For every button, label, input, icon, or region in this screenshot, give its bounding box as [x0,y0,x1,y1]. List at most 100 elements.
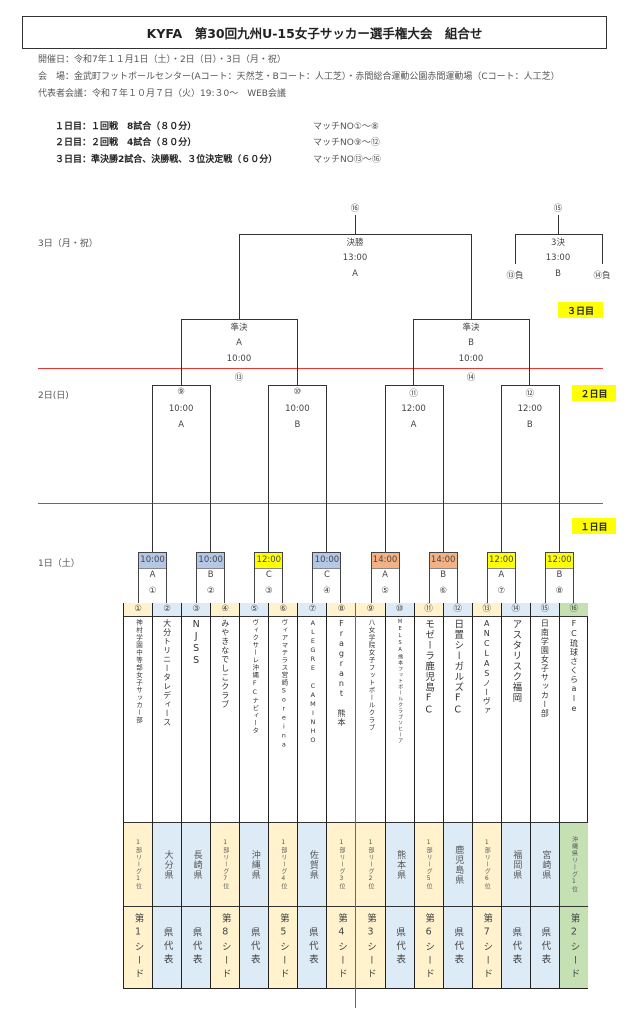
round1-match-no: ⑧ [555,586,564,596]
team-number: ⑧ [327,603,356,616]
team-number: ⑫ [443,603,472,616]
bracket-line [558,215,559,234]
team-number: ⑤ [240,603,269,616]
team-seed: 県代表 [306,927,318,968]
team-seed: 第2シード [568,913,580,982]
team-qualification-cell: 1部リーグ6位 [472,823,501,906]
team-qualification-cell: 1部リーグ4位 [269,823,298,906]
team-seed-cell: 第4シード [327,907,356,988]
team-name-cell: みやきなでしこクラブ [211,619,239,823]
team-qualification-cell: 1部リーグ7位 [211,823,240,906]
bracket-line [268,385,270,552]
round2-court: A [178,420,185,430]
third-place-right: ⑭負 [593,271,611,281]
team-qualification-cell: 鹿児島県 [443,823,472,906]
team-qualification: 沖縄県 [249,849,260,880]
team-seed: 第4シード [335,913,347,982]
team-number: ⑩ [385,603,414,616]
team-column: ② 大分トリニータレディース 大分県 県代表 [152,603,182,989]
round1-match-no: ④ [323,586,331,596]
bracket-line [181,319,297,320]
team-qualification-cell: 佐賀県 [298,823,327,906]
team-qualification: 1部リーグ7位 [221,839,229,890]
round1-match-no: ⑥ [439,586,447,596]
team-seed-cell: 県代表 [443,907,472,988]
team-qualification-cell: 沖縄県リーグ1位 [559,823,588,906]
team-name: ANCLASノーヴァ [482,619,492,715]
final-name: 決勝 [346,238,364,248]
semifinal-name: 準決 [230,323,248,333]
day-divider-line [38,503,603,504]
team-name-cell: Fragrant 熊本 [327,619,355,823]
round2-court: A [410,420,417,430]
team-number: ② [153,603,182,616]
round1-time: 10:00 [197,553,225,569]
team-name-cell: 大分トリニータレディース [153,619,181,823]
team-column: ⑩ MELSA熊本フットボールクラブソヒーア 熊本県 県代表 [384,603,414,989]
team-seed: 第8シード [219,913,231,982]
round1-time: 14:00 [371,553,399,569]
team-qualification: 1部リーグ4位 [279,839,287,890]
team-name: アスタリスク福岡 [510,619,522,703]
semifinal-court: A [236,338,242,348]
semifinal-name: 準決 [462,323,480,333]
schedule-day2: ２日目：２回戦 4試合（８０分） [55,138,197,148]
team-seed: 第5シード [277,913,289,982]
day3-label: 3日（月・祝） [38,239,98,249]
semifinal-time: 10:00 [458,354,484,364]
round1-match-box: 14:00 A ⑤ [370,552,400,604]
team-name-cell: ALEGRE CAMINHO [298,619,326,823]
team-column: ③ NJSS 長崎県 県代表 [181,603,211,989]
team-qualification: 大分県 [162,849,173,880]
bracket-line [515,234,602,235]
team-name: ヴィクサーレ沖縄FCナビィータ [250,619,259,735]
team-number: ⑭ [501,603,530,616]
team-column: ⑪ モゼーラ鹿児島FC 1部リーグ5位 第6シード [413,603,443,989]
team-number: ⑥ [269,603,298,616]
bracket-line [515,234,516,264]
round2-court: B [526,420,533,430]
third-place-court: B [555,269,561,279]
final-court: A [352,269,358,279]
team-name-cell: NJSS [182,619,210,823]
day1-tag: １日目 [572,518,616,534]
round1-time: 12:00 [487,553,515,569]
team-name-cell: アスタリスク福岡 [502,619,530,823]
schedule-day3-matches: マッチNO⑬～⑯ [313,155,381,165]
team-qualification-cell: 長崎県 [182,823,211,906]
team-name-cell: 日置シーガルズFC [444,619,472,823]
team-qualification-cell: 1部リーグ2位 [356,823,385,906]
team-seed-cell: 第1シード [124,907,153,988]
day2-label: 2日(日) [38,391,69,401]
team-qualification: 1部リーグ1位 [134,839,142,890]
round1-match-box: 12:00 C ③ [254,552,284,604]
team-number: ⑯ [559,603,588,616]
third-place-match-no: ⑮ [553,204,563,214]
team-seed-cell: 県代表 [298,907,327,988]
team-name: ヴィアマテラス宮崎Soreina [279,619,288,750]
team-seed-cell: 第2シード [559,907,588,988]
round1-court: C [265,570,272,580]
bracket-line [268,385,327,386]
team-name-cell: 神村学園中等部女子サッカー部 [124,619,152,823]
team-seed: 県代表 [248,927,260,968]
team-column: ⑤ ヴィクサーレ沖縄FCナビィータ沖縄県県代表 [239,603,269,989]
round1-time: 12:00 [255,553,283,569]
team-number: ① [124,603,153,616]
team-qualification: 1部リーグ3位 [337,839,345,890]
bracket-line [210,385,212,552]
semifinal-match-no: ⑭ [466,373,476,383]
round1-match-no: ⑤ [381,586,389,596]
team-seed: 県代表 [394,927,406,968]
bracket-line [602,234,603,264]
team-column: ⑬ ANCLASノーヴァ 1部リーグ6位 第7シード [471,603,501,989]
round2-match-no: ⑫ [525,389,535,399]
round2-time: 10:00 [285,404,310,414]
document-title: KYFA 第30回九州U-15女子サッカー選手権大会 組合せ [22,16,607,49]
team-qualification-cell: 沖縄県 [240,823,269,906]
final-match-no: ⑯ [350,204,360,214]
team-name: 八女学院女子フットボールクラブ [367,619,376,732]
team-seed-cell: 県代表 [240,907,269,988]
team-seed-cell: 第8シード [211,907,240,988]
round1-time: 10:00 [139,553,167,569]
